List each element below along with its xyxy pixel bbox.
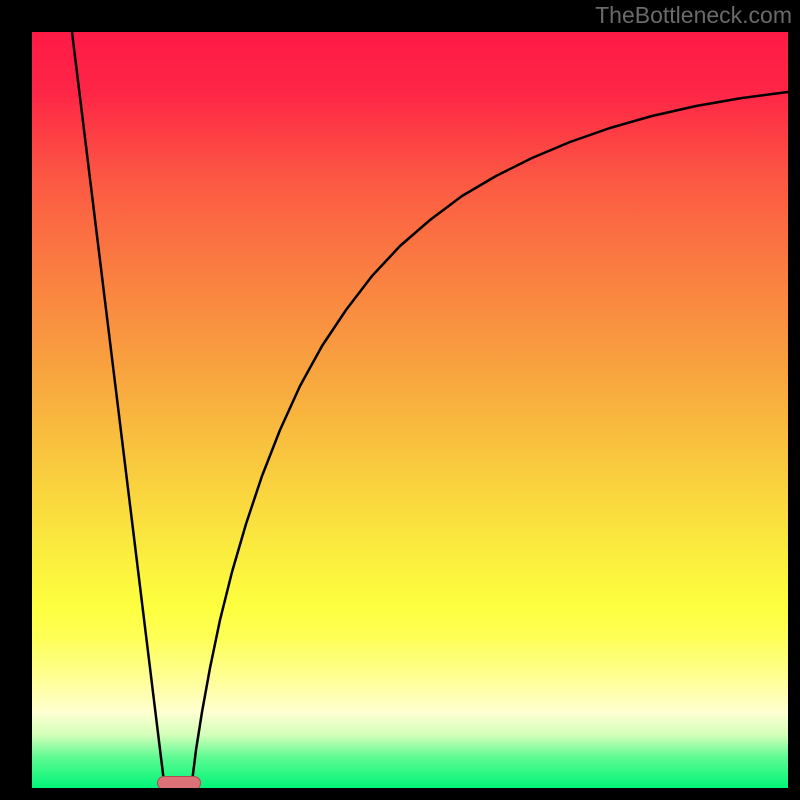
watermark-text: TheBottleneck.com — [595, 2, 792, 29]
chart-container: TheBottleneck.com — [0, 0, 800, 800]
left-curve — [72, 32, 164, 782]
curve-overlay — [32, 32, 788, 788]
minimum-marker — [157, 776, 201, 788]
plot-area — [32, 32, 788, 788]
right-curve — [192, 92, 788, 782]
